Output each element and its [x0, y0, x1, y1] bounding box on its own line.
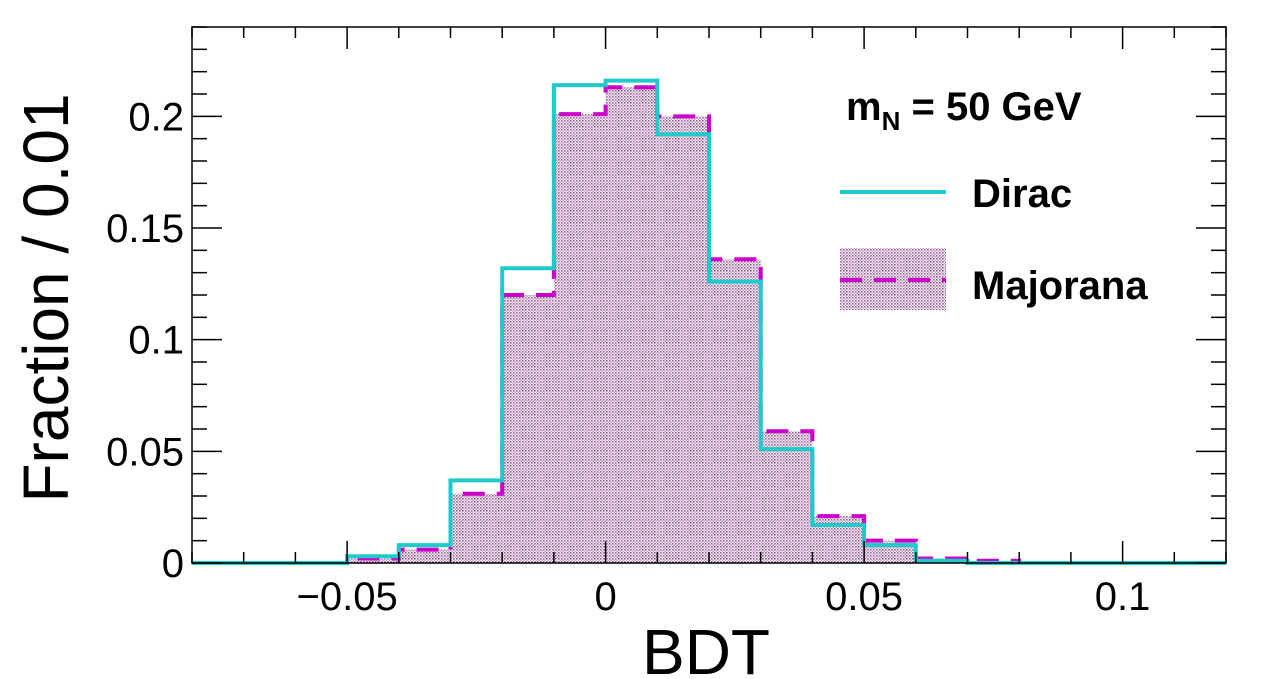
- majorana-bin-fill: [347, 558, 399, 563]
- majorana-bin-fill: [553, 114, 606, 563]
- legend-dirac-label: Dirac: [972, 172, 1072, 216]
- x-axis-title: BDT: [642, 616, 770, 679]
- majorana-bin-fill: [657, 116, 709, 563]
- legend-title-rest: = 50 GeV: [900, 85, 1082, 129]
- legend-title-subscript: N: [882, 106, 901, 136]
- majorana-bin-fill: [709, 259, 761, 563]
- x-tick-label: −0.05: [296, 575, 397, 619]
- y-tick-label: 0.1: [128, 319, 184, 363]
- x-tick-label: 0.05: [825, 575, 903, 619]
- legend-title: mN = 50 GeV: [846, 85, 1082, 136]
- majorana-bin-fill: [450, 493, 503, 563]
- majorana-bin-fill: [398, 549, 451, 563]
- x-tick-label: 0: [594, 575, 616, 619]
- majorana-fill-layer: [347, 87, 1020, 564]
- y-tick-label: 0.05: [106, 430, 184, 474]
- legend: mN = 50 GeV Dirac Majorana: [840, 85, 1148, 310]
- axis-ticks: [191, 26, 1227, 564]
- majorana-bin-fill: [502, 295, 554, 563]
- legend-title-main: m: [846, 85, 882, 129]
- y-tick-label: 0.15: [106, 207, 184, 251]
- y-axis-title: Fraction / 0.01: [10, 93, 82, 502]
- tick-labels: −0.05 0 0.05 0.1 0 0.05 0.1 0.15 0.2: [106, 95, 1150, 619]
- x-tick-label: 0.1: [1095, 575, 1151, 619]
- legend-majorana-label: Majorana: [972, 264, 1148, 308]
- majorana-bin-fill: [605, 87, 658, 564]
- y-tick-label: 0.2: [128, 95, 184, 139]
- majorana-bin-fill: [760, 431, 813, 563]
- y-tick-label: 0: [162, 542, 184, 586]
